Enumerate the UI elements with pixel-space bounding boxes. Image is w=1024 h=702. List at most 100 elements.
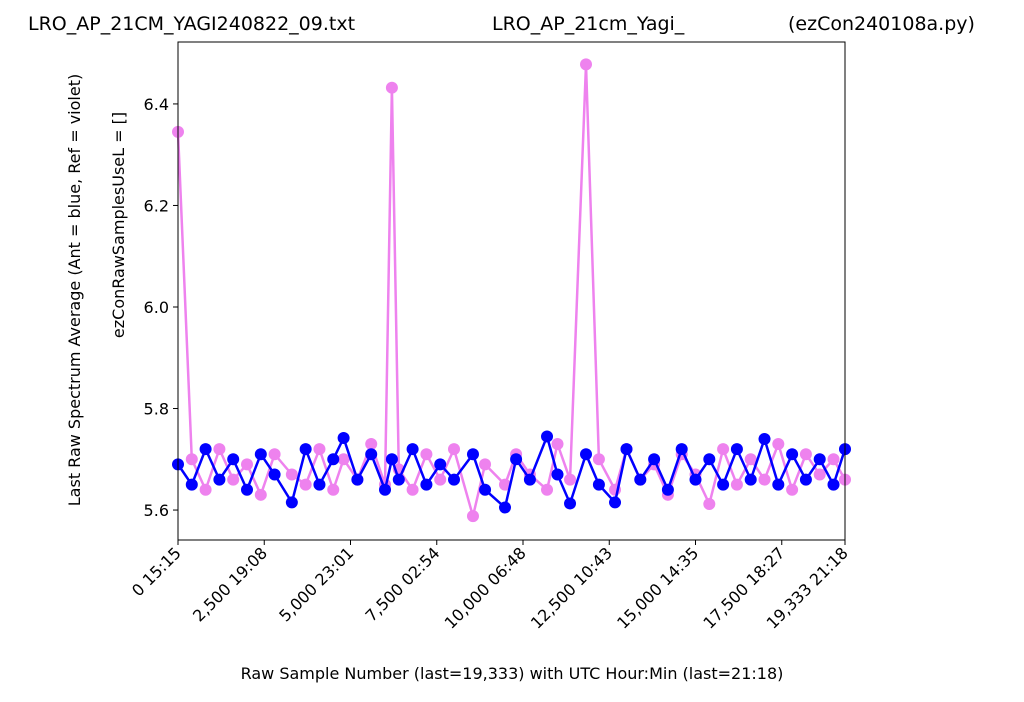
data-point [337, 431, 350, 444]
data-point [227, 453, 240, 466]
data-point [744, 453, 757, 466]
data-point [689, 473, 702, 486]
data-point [592, 478, 605, 491]
data-point [420, 448, 433, 461]
data-point [241, 458, 254, 471]
data-point [448, 473, 461, 486]
data-point [634, 473, 647, 486]
data-point [313, 478, 326, 491]
y-axis-label: Last Raw Spectrum Average (Ant = blue, R… [65, 74, 84, 506]
data-point [268, 468, 281, 481]
plot-frame [177, 41, 846, 541]
data-point [392, 473, 405, 486]
data-point [703, 497, 716, 510]
data-point [466, 510, 479, 523]
y-tick-label: 6.2 [144, 196, 169, 215]
data-point [227, 473, 240, 486]
data-point [254, 448, 267, 461]
y-tick-label: 6.4 [144, 95, 169, 114]
data-point [420, 478, 433, 491]
data-point [327, 483, 340, 496]
data-point [385, 81, 398, 94]
y-tick-label: 6.0 [144, 298, 169, 317]
data-point [541, 430, 554, 443]
data-point [199, 443, 212, 456]
data-point [717, 478, 730, 491]
data-point [675, 443, 688, 456]
data-point [213, 443, 226, 456]
data-point [254, 488, 267, 501]
data-point [541, 483, 554, 496]
chart-title: LRO_AP_21cm_Yagi_ [492, 13, 685, 35]
data-point [799, 473, 812, 486]
data-point [365, 448, 378, 461]
data-point [813, 468, 826, 481]
data-point [299, 443, 312, 456]
data-point [299, 478, 312, 491]
data-point [730, 478, 743, 491]
data-point [241, 483, 254, 496]
y-tick-label: 5.8 [144, 400, 169, 419]
data-point [758, 473, 771, 486]
data-point [661, 483, 674, 496]
data-point [268, 448, 281, 461]
data-point [313, 443, 326, 456]
chart-title: LRO_AP_21CM_YAGI240822_09.txt [28, 13, 355, 35]
data-point [337, 453, 350, 466]
y-axis-label: ezConRawSamplesUseL = [] [109, 112, 128, 338]
data-point [213, 473, 226, 486]
data-line [176, 64, 847, 517]
data-point [351, 473, 364, 486]
data-point [609, 496, 622, 509]
data-point [479, 483, 492, 496]
x-tick-label: 12,500 10:43 [527, 543, 616, 632]
data-point [648, 453, 661, 466]
data-point [523, 473, 536, 486]
x-tick-label: 10,000 06:48 [441, 543, 530, 632]
data-point [479, 458, 492, 471]
data-point [285, 468, 298, 481]
x-tick-label: 0 15:15 [128, 543, 185, 600]
x-tick-label: 7,500 02:54 [362, 543, 444, 625]
data-point [564, 497, 577, 510]
data-point [448, 443, 461, 456]
data-point [185, 478, 198, 491]
data-point [498, 478, 511, 491]
data-point [730, 443, 743, 456]
data-point [592, 453, 605, 466]
data-point [580, 448, 593, 461]
data-point [551, 438, 564, 451]
data-point [564, 473, 577, 486]
data-point [580, 58, 593, 71]
data-point [466, 448, 479, 461]
data-point [551, 468, 564, 481]
data-point [327, 453, 340, 466]
data-point [772, 478, 785, 491]
data-point [786, 448, 799, 461]
data-point [786, 483, 799, 496]
x-tick-label: 5,000 23:01 [275, 543, 357, 625]
y-tick-label: 5.6 [144, 501, 169, 520]
data-point [406, 443, 419, 456]
data-point [498, 501, 511, 514]
data-point [772, 438, 785, 451]
x-axis-label: Raw Sample Number (last=19,333) with UTC… [241, 664, 784, 683]
x-tick-label: 15,000 14:35 [613, 543, 702, 632]
data-point [744, 473, 757, 486]
data-point [434, 458, 447, 471]
data-point [379, 483, 392, 496]
data-point [434, 473, 447, 486]
data-point [199, 483, 212, 496]
data-point [799, 448, 812, 461]
data-point [758, 432, 771, 445]
data-point [510, 453, 523, 466]
data-point [620, 443, 633, 456]
data-point [406, 483, 419, 496]
data-line [176, 432, 847, 510]
x-tick-label: 2,500 19:08 [189, 543, 271, 625]
data-point [703, 453, 716, 466]
data-point [285, 496, 298, 509]
data-point [385, 453, 398, 466]
data-point [717, 443, 730, 456]
